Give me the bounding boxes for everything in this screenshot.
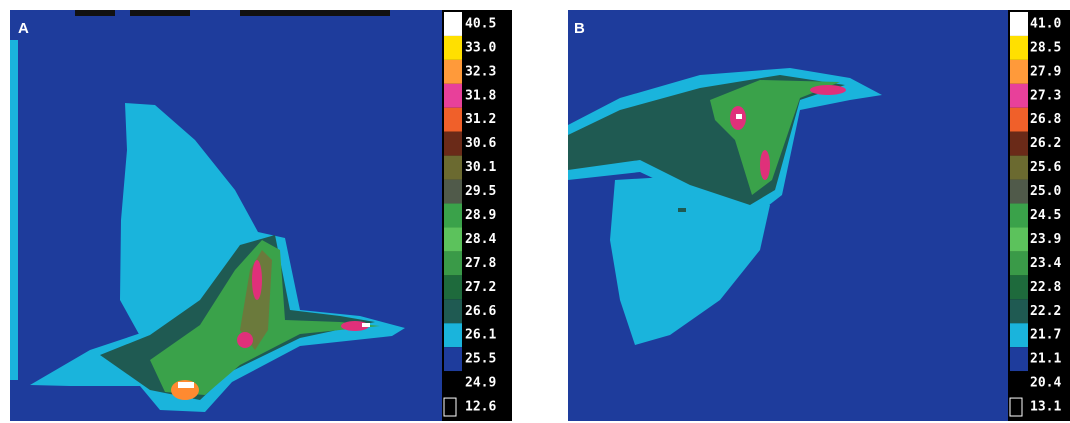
scale-label: 27.8 <box>465 256 496 271</box>
scale-label: 31.8 <box>465 88 496 103</box>
scale-frame <box>443 397 457 417</box>
scale-label: 22.2 <box>1030 304 1061 319</box>
scale-label: 41.0 <box>1030 16 1061 31</box>
color-scales: 40.5 33.0 32.3 31.8 31.2 30.6 30.1 29.5 28.9 28.4… <box>442 10 1070 421</box>
scale-swatch <box>444 323 462 348</box>
scale-label: 25.5 <box>465 352 496 367</box>
scale-label: 25.0 <box>1030 184 1061 199</box>
scale-swatch <box>444 179 462 204</box>
scale-swatch <box>1010 155 1028 180</box>
scale-swatch <box>444 371 462 396</box>
scale-label: 27.3 <box>1030 88 1061 103</box>
scale-label: 28.5 <box>1030 40 1061 55</box>
scale-swatch <box>444 251 462 276</box>
scale-label: 26.8 <box>1030 112 1061 127</box>
scale-label: 24.5 <box>1030 208 1061 223</box>
scale-swatch <box>444 155 462 180</box>
scale-label: 32.3 <box>465 64 496 79</box>
scale-swatch <box>444 12 462 36</box>
scale-swatch <box>1010 107 1028 132</box>
scale-swatch <box>444 59 462 84</box>
scale-label: 12.6 <box>465 400 496 415</box>
scale-label: 27.2 <box>465 280 496 295</box>
scale-label: 13.1 <box>1030 400 1061 415</box>
scale-swatch <box>444 83 462 108</box>
scale-swatch <box>444 227 462 252</box>
scale-swatch <box>444 131 462 156</box>
scale-label: 30.6 <box>465 136 496 151</box>
scale-swatch <box>1010 131 1028 156</box>
scale-label: 21.1 <box>1030 352 1061 367</box>
scale-swatch <box>1010 35 1028 60</box>
scale-label: 26.2 <box>1030 136 1061 151</box>
scale-label: 21.7 <box>1030 328 1061 343</box>
scale-label: 22.8 <box>1030 280 1061 295</box>
scale-label: 27.9 <box>1030 64 1061 79</box>
scale-label: 30.1 <box>465 160 496 175</box>
scale-swatch <box>444 347 462 372</box>
scale-swatch <box>444 275 462 300</box>
scale-swatch <box>1010 251 1028 276</box>
scale-swatch <box>1010 299 1028 324</box>
scale-frame <box>1009 397 1023 417</box>
scale-swatch <box>444 107 462 132</box>
scale-label: 31.2 <box>465 112 496 127</box>
scale-swatch <box>1010 275 1028 300</box>
scale-swatch <box>1010 371 1028 396</box>
scale-swatch <box>1010 323 1028 348</box>
scale-swatch <box>1010 12 1028 36</box>
panel-label: B <box>574 20 585 37</box>
scale-label: 25.6 <box>1030 160 1061 175</box>
scale-swatch <box>1010 347 1028 372</box>
scale-label: 40.5 <box>465 16 496 31</box>
scale-label: 20.4 <box>1030 376 1061 391</box>
scale-label: 28.4 <box>465 232 496 247</box>
scale-label: 28.9 <box>465 208 496 223</box>
scale-label: 26.1 <box>465 328 496 343</box>
scale-swatch <box>1010 59 1028 84</box>
scale-swatch <box>1010 395 1028 419</box>
scale-label: 29.5 <box>465 184 496 199</box>
scale-swatch <box>444 203 462 228</box>
panel-label: A <box>18 20 29 37</box>
thermal-image-a <box>10 10 442 421</box>
scale-swatch <box>444 395 462 419</box>
thermal-image-b <box>568 10 1008 421</box>
scale-label: 33.0 <box>465 40 496 55</box>
scale-swatch <box>1010 179 1028 204</box>
scale-swatch <box>444 299 462 324</box>
scale-label: 26.6 <box>465 304 496 319</box>
scale-label: 24.9 <box>465 376 496 391</box>
scale-swatch <box>444 35 462 60</box>
scale-swatch <box>1010 227 1028 252</box>
scale-label: 23.9 <box>1030 232 1061 247</box>
scale-label: 23.4 <box>1030 256 1061 271</box>
scale-swatch <box>1010 203 1028 228</box>
scale-swatch <box>1010 83 1028 108</box>
